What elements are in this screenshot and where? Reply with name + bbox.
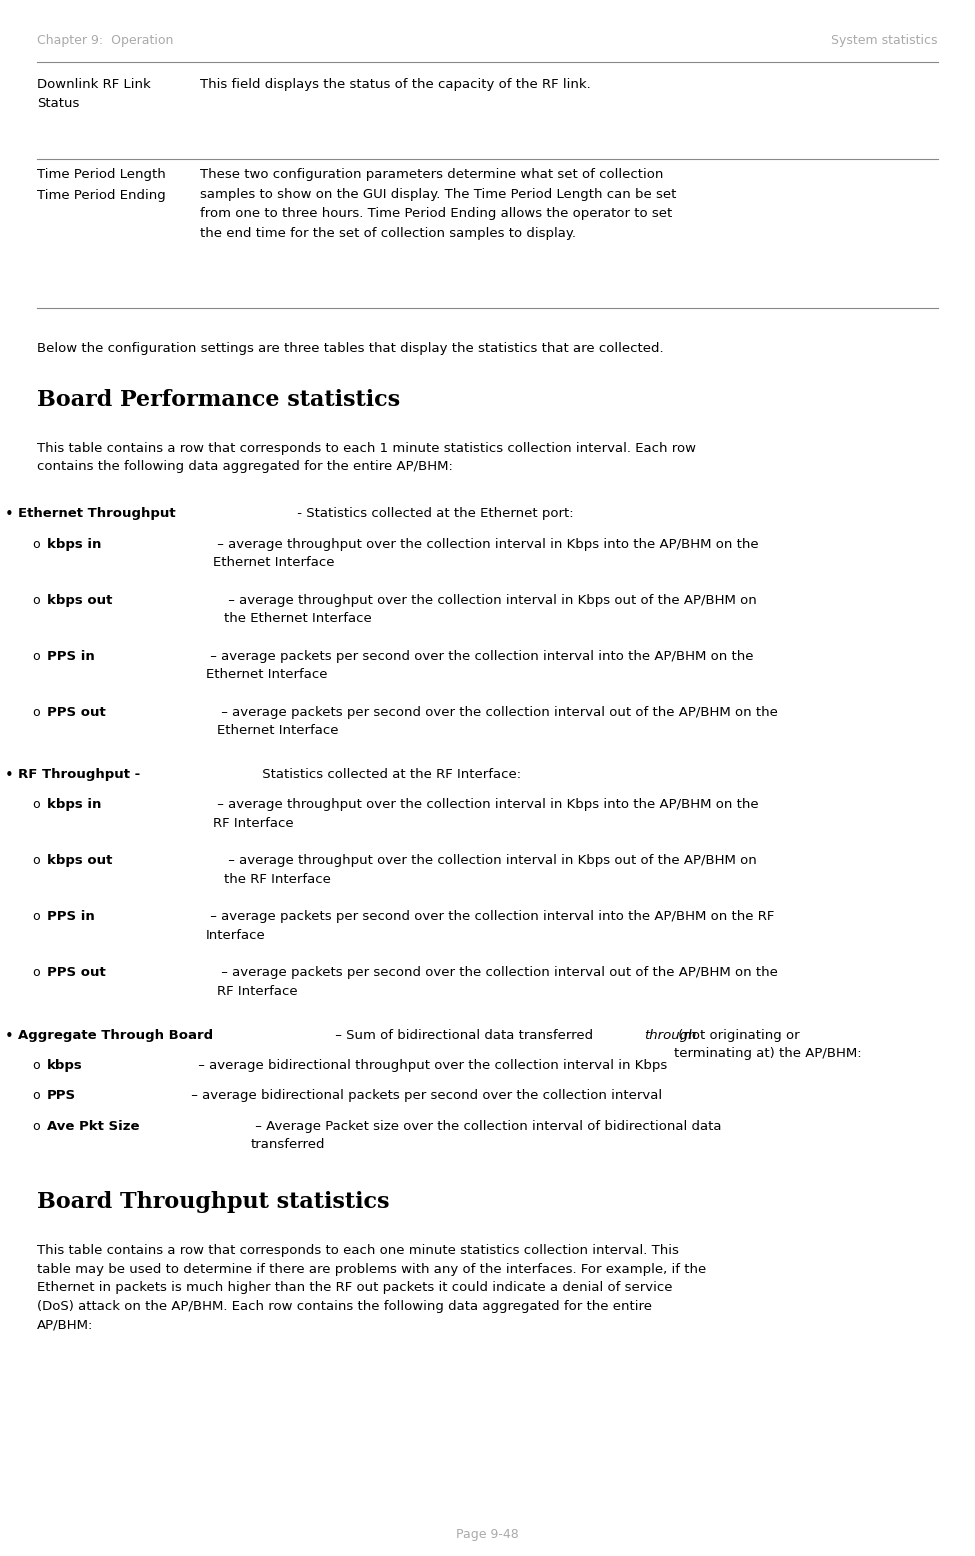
Text: – Average Packet size over the collection interval of bidirectional data
transfe: – Average Packet size over the collectio… xyxy=(251,1120,722,1151)
Text: (not originating or
terminating at) the AP/BHM:: (not originating or terminating at) the … xyxy=(674,1029,861,1060)
Text: – average bidirectional packets per second over the collection interval: – average bidirectional packets per seco… xyxy=(187,1089,662,1102)
Text: o: o xyxy=(32,966,40,979)
Text: Aggregate Through Board: Aggregate Through Board xyxy=(18,1029,213,1041)
Text: •: • xyxy=(5,769,14,783)
Text: o: o xyxy=(32,1089,40,1102)
Text: – Sum of bidirectional data transferred: – Sum of bidirectional data transferred xyxy=(331,1029,597,1041)
Text: kbps out: kbps out xyxy=(47,594,112,607)
Text: Ethernet Throughput: Ethernet Throughput xyxy=(18,507,176,520)
Text: Chapter 9:  Operation: Chapter 9: Operation xyxy=(37,34,174,47)
Text: RF Throughput -: RF Throughput - xyxy=(18,769,139,781)
Text: o: o xyxy=(32,1060,40,1072)
Text: – average packets per second over the collection interval out of the AP/BHM on t: – average packets per second over the co… xyxy=(216,966,778,997)
Text: This field displays the status of the capacity of the RF link.: This field displays the status of the ca… xyxy=(200,78,591,90)
Text: – average throughput over the collection interval in Kbps out of the AP/BHM on
t: – average throughput over the collection… xyxy=(223,594,757,626)
Text: o: o xyxy=(32,706,40,719)
Text: Statistics collected at the RF Interface:: Statistics collected at the RF Interface… xyxy=(257,769,521,781)
Text: kbps in: kbps in xyxy=(47,798,101,811)
Text: kbps: kbps xyxy=(47,1060,83,1072)
Text: o: o xyxy=(32,538,40,551)
Text: o: o xyxy=(32,1120,40,1133)
Text: – average throughput over the collection interval in Kbps out of the AP/BHM on
t: – average throughput over the collection… xyxy=(223,854,757,885)
Text: – average packets per second over the collection interval into the AP/BHM on the: – average packets per second over the co… xyxy=(206,650,754,682)
Text: PPS out: PPS out xyxy=(47,966,105,979)
Text: – average packets per second over the collection interval into the AP/BHM on the: – average packets per second over the co… xyxy=(206,910,774,941)
Text: System statistics: System statistics xyxy=(832,34,938,47)
Text: kbps out: kbps out xyxy=(47,854,112,867)
Text: Board Throughput statistics: Board Throughput statistics xyxy=(37,1192,390,1214)
Text: PPS out: PPS out xyxy=(47,706,105,719)
Text: This table contains a row that corresponds to each 1 minute statistics collectio: This table contains a row that correspon… xyxy=(37,442,696,473)
Text: •: • xyxy=(5,1029,14,1044)
Text: PPS in: PPS in xyxy=(47,650,95,663)
Text: – average throughput over the collection interval in Kbps into the AP/BHM on the: – average throughput over the collection… xyxy=(213,538,759,569)
Text: – average throughput over the collection interval in Kbps into the AP/BHM on the: – average throughput over the collection… xyxy=(213,798,759,829)
Text: o: o xyxy=(32,910,40,923)
Text: Downlink RF Link
Status: Downlink RF Link Status xyxy=(37,78,151,110)
Text: PPS in: PPS in xyxy=(47,910,95,923)
Text: o: o xyxy=(32,854,40,867)
Text: kbps in: kbps in xyxy=(47,538,101,551)
Text: PPS: PPS xyxy=(47,1089,76,1102)
Text: •: • xyxy=(5,507,14,523)
Text: Board Performance statistics: Board Performance statistics xyxy=(37,389,400,411)
Text: These two configuration parameters determine what set of collection
samples to s: These two configuration parameters deter… xyxy=(200,168,677,240)
Text: through: through xyxy=(644,1029,697,1041)
Text: Ave Pkt Size: Ave Pkt Size xyxy=(47,1120,139,1133)
Text: – average packets per second over the collection interval out of the AP/BHM on t: – average packets per second over the co… xyxy=(216,706,778,738)
Text: Page 9-48: Page 9-48 xyxy=(456,1528,519,1540)
Text: Time Period Length
Time Period Ending: Time Period Length Time Period Ending xyxy=(37,168,166,202)
Text: – average bidirectional throughput over the collection interval in Kbps: – average bidirectional throughput over … xyxy=(194,1060,667,1072)
Text: o: o xyxy=(32,798,40,811)
Text: Below the configuration settings are three tables that display the statistics th: Below the configuration settings are thr… xyxy=(37,342,664,355)
Text: - Statistics collected at the Ethernet port:: - Statistics collected at the Ethernet p… xyxy=(293,507,573,520)
Text: o: o xyxy=(32,594,40,607)
Text: This table contains a row that corresponds to each one minute statistics collect: This table contains a row that correspon… xyxy=(37,1245,706,1330)
Text: o: o xyxy=(32,650,40,663)
